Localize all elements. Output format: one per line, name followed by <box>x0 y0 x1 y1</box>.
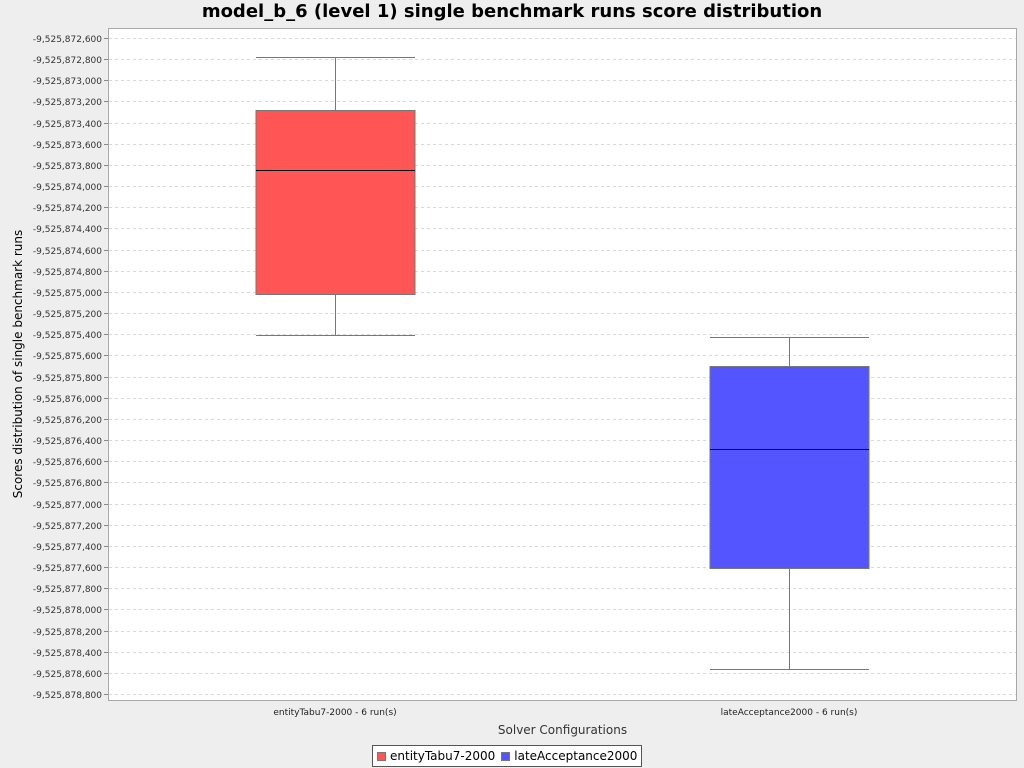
y-tick-label: -9,525,878,800 <box>33 691 102 701</box>
chart-title: model_b_6 (level 1) single benchmark run… <box>201 1 823 22</box>
y-tick-label: -9,525,872,600 <box>33 35 102 45</box>
y-tick-label: -9,525,876,800 <box>33 479 102 489</box>
x-axis-ticks: entityTabu7-2000 - 6 run(s) lateAcceptanc… <box>273 708 857 718</box>
legend-label: entityTabu7-2000 <box>390 749 496 763</box>
y-tick-label: -9,525,878,400 <box>33 649 102 659</box>
y-tick-label: -9,525,873,800 <box>33 162 102 172</box>
boxplot-lateAcceptance2000 <box>709 337 870 670</box>
y-tick-label: -9,525,875,000 <box>33 289 102 299</box>
legend: entityTabu7-2000 lateAcceptance2000 <box>372 745 643 767</box>
y-tick-label: -9,525,875,800 <box>33 374 102 384</box>
x-tick-label: lateAcceptance2000 - 6 run(s) <box>721 708 858 718</box>
plot-area <box>108 28 1017 701</box>
y-tick-label: -9,525,873,000 <box>33 77 102 87</box>
x-axis-label: Solver Configurations <box>497 723 628 737</box>
y-tick-label: -9,525,877,400 <box>33 543 102 553</box>
y-tick-label: -9,525,874,200 <box>33 204 102 214</box>
legend-item: entityTabu7-2000 <box>377 749 495 763</box>
legend-label: lateAcceptance2000 <box>514 749 638 763</box>
y-tick-label: -9,525,877,200 <box>33 522 102 532</box>
y-axis-ticks: -9,525,872,600 -9,525,872,800 -9,525,873,0… <box>33 35 108 701</box>
box <box>709 366 870 569</box>
boxplot-entityTabu7-2000 <box>255 57 416 336</box>
y-tick-label: -9,525,872,800 <box>33 56 102 66</box>
y-tick-label: -9,525,878,200 <box>33 628 102 638</box>
box-layer <box>255 57 870 670</box>
y-tick-label: -9,525,874,000 <box>33 183 102 193</box>
legend-swatch <box>501 751 511 761</box>
y-tick-label: -9,525,876,200 <box>33 416 102 426</box>
y-tick-label: -9,525,873,200 <box>33 98 102 108</box>
y-tick-label: -9,525,876,400 <box>33 437 102 447</box>
y-tick-label: -9,525,875,200 <box>33 310 102 320</box>
y-tick-label: -9,525,877,800 <box>33 585 102 595</box>
y-tick-label: -9,525,877,600 <box>33 564 102 574</box>
y-axis-label: Scores distribution of single benchmark … <box>11 229 25 499</box>
y-tick-label: -9,525,878,600 <box>33 670 102 680</box>
y-tick-label: -9,525,873,400 <box>33 120 102 130</box>
y-tick-label: -9,525,875,600 <box>33 352 102 362</box>
y-tick-label: -9,525,875,400 <box>33 331 102 341</box>
y-tick-label: -9,525,873,600 <box>33 141 102 151</box>
legend-swatch <box>377 751 386 761</box>
y-tick-label: -9,525,876,600 <box>33 458 102 468</box>
y-tick-label: -9,525,874,800 <box>33 268 102 278</box>
y-tick-label: -9,525,874,600 <box>33 247 102 257</box>
y-tick-label: -9,525,877,000 <box>33 501 102 511</box>
box <box>255 110 416 295</box>
legend-item: lateAcceptance2000 <box>501 749 637 763</box>
x-tick-label: entityTabu7-2000 - 6 run(s) <box>273 708 396 718</box>
y-tick-label: -9,525,876,000 <box>33 395 102 405</box>
y-tick-label: -9,525,874,400 <box>33 225 102 235</box>
y-tick-label: -9,525,878,000 <box>33 606 102 616</box>
